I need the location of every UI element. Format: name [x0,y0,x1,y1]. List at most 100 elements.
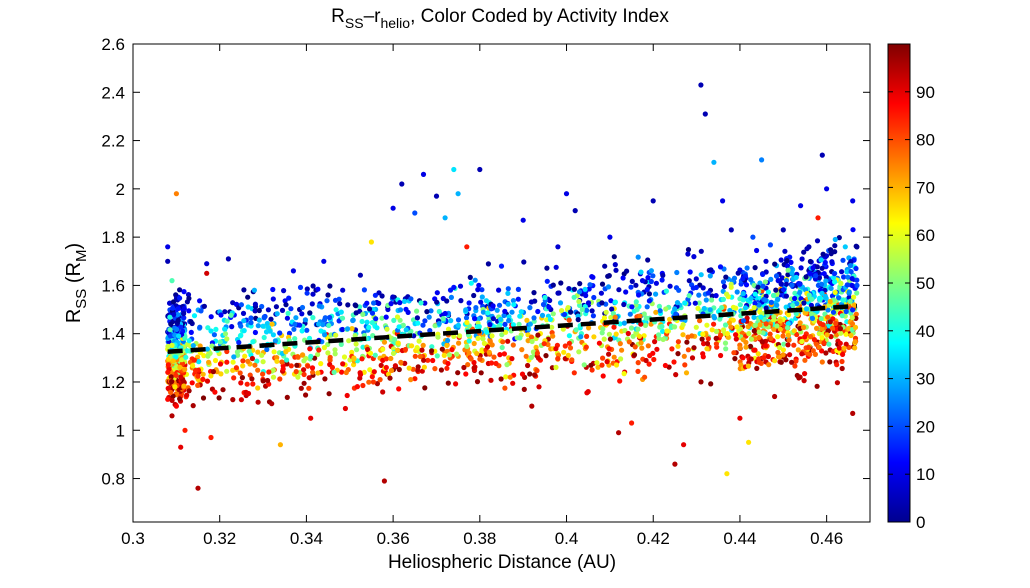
data-point [342,405,348,412]
data-point [810,265,816,271]
data-point [632,344,638,350]
data-point [571,370,577,376]
data-point [791,342,797,348]
data-point [631,352,638,358]
data-point [478,299,484,305]
data-point [510,322,516,328]
data-point [737,345,743,351]
data-point [724,291,730,297]
data-point [255,399,261,405]
data-point [359,356,365,362]
data-point [519,371,526,377]
data-point [388,355,394,362]
data-point [269,401,275,407]
data-point [802,357,808,363]
data-point [509,309,515,315]
data-point [474,324,480,330]
data-point [175,306,181,312]
data-point [239,375,245,381]
data-point [236,339,242,346]
data-point [806,292,812,298]
data-point [189,380,195,386]
data-point [820,251,826,257]
data-point [807,258,814,265]
data-point [396,366,402,373]
data-point [702,111,708,117]
data-point [691,254,697,260]
data-point [824,332,830,338]
data-point [829,325,836,331]
data-point [561,349,567,355]
data-point [617,341,623,347]
data-point [659,323,665,330]
data-point [660,328,666,334]
y-tick-label: 0.8 [101,470,125,489]
data-point [698,82,704,88]
data-point [613,267,619,273]
data-point [786,337,792,343]
data-point [644,304,650,310]
data-point [252,362,258,368]
data-point [481,340,487,346]
data-point [322,332,328,338]
data-point [395,340,401,346]
data-point [284,315,290,321]
data-point [190,343,196,349]
data-point [635,254,641,260]
data-point [809,296,815,302]
data-point [785,332,792,338]
data-point [760,330,766,336]
x-tick-label: 0.36 [377,529,410,548]
data-point [785,267,791,273]
data-point [264,320,270,327]
data-point [693,324,699,330]
data-point [629,304,635,310]
data-point [368,239,374,245]
colorbar-tick-label: 70 [916,178,935,197]
data-point [752,322,758,328]
data-point [488,377,494,383]
data-point [723,274,729,280]
data-point [675,343,681,349]
data-point [814,383,820,389]
data-point [780,333,786,339]
data-point [349,349,355,355]
data-point [224,336,230,342]
data-point [526,326,532,332]
data-point [238,397,244,403]
data-point [558,280,564,286]
data-point [841,274,847,280]
data-point [269,321,275,327]
data-point [568,309,574,315]
data-point [651,356,657,363]
data-point [543,353,549,359]
data-point [306,335,313,341]
data-point [612,262,618,268]
data-point [427,328,433,334]
data-point [577,281,583,287]
data-point [854,282,860,288]
colorbar-tick-label: 0 [916,513,925,532]
data-point [585,389,591,395]
data-point [322,376,328,382]
y-tick-label: 2 [116,180,125,199]
data-point [734,324,740,330]
data-point [277,376,283,382]
data-point [768,335,774,341]
data-point [448,318,454,324]
data-point [245,358,251,364]
data-point [579,306,585,313]
data-point [381,478,387,484]
data-point [201,303,207,309]
data-point [850,307,856,313]
data-point [648,278,654,285]
data-point [701,305,707,312]
data-point [297,284,304,290]
data-point [606,331,613,337]
data-point [367,350,374,356]
data-point [169,278,175,284]
data-point [380,346,386,352]
data-point [792,295,798,302]
data-point [300,352,306,358]
data-point [585,300,592,306]
